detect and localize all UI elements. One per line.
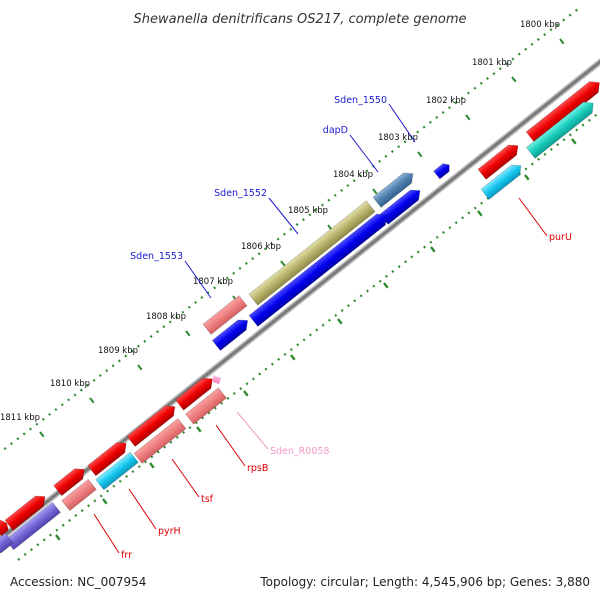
gene-frr bbox=[61, 478, 97, 512]
label-leader-line bbox=[236, 411, 269, 450]
gene-upper-red bbox=[477, 144, 519, 180]
gene-Sden-1552 bbox=[248, 200, 376, 306]
gene-purple bbox=[5, 501, 61, 551]
gene-purU-block bbox=[525, 81, 600, 144]
gene-label[interactable]: rpsB bbox=[247, 463, 268, 474]
outer-tick-mark bbox=[511, 76, 517, 83]
label-leader-line bbox=[184, 260, 212, 299]
label-leader-line bbox=[268, 197, 299, 235]
label-leader-line bbox=[349, 134, 379, 173]
gene-label[interactable]: Sden_1553 bbox=[130, 251, 183, 262]
gene-label[interactable]: frr bbox=[121, 550, 132, 561]
gene-label[interactable]: tsf bbox=[201, 494, 214, 505]
outer-tick-mark bbox=[372, 188, 378, 195]
kbp-tick-label: 1809 kbp bbox=[98, 346, 138, 356]
outer-tick-mark bbox=[89, 397, 95, 404]
gene-pyrH bbox=[95, 451, 139, 491]
gene-label[interactable]: pyrH bbox=[158, 526, 181, 537]
kbp-tick-label: 1800 kbp bbox=[520, 20, 560, 30]
inner-tick-mark bbox=[571, 138, 577, 145]
inner-tick-mark bbox=[383, 282, 389, 289]
inner-tick-mark bbox=[430, 246, 436, 253]
inner-tick-mark bbox=[196, 426, 202, 433]
gene-small-blue bbox=[433, 163, 450, 180]
label-leader-line bbox=[215, 424, 246, 467]
label-leader-line bbox=[171, 458, 200, 498]
outer-tick-mark bbox=[465, 114, 471, 121]
genome-backbone bbox=[0, 58, 600, 543]
outer-tick-mark bbox=[417, 151, 423, 158]
outer-tick-mark bbox=[280, 260, 286, 267]
gene-Sden-R0058-marker bbox=[213, 375, 221, 384]
label-leader-line bbox=[518, 197, 548, 237]
inner-tick-mark bbox=[55, 534, 61, 541]
outer-tick-mark bbox=[39, 431, 45, 438]
label-leader-line bbox=[128, 488, 157, 530]
outer-ruler-ring bbox=[0, 5, 583, 454]
gene-teal bbox=[525, 101, 594, 159]
gene-labels: Sden_1550 dapD Sden_1552 Sden_1553 purU Sden_… bbox=[93, 95, 572, 561]
genome-summary-text: Topology: circular; Length: 4,545,906 bp… bbox=[259, 575, 590, 589]
kbp-tick-label: 1811 kbp bbox=[0, 413, 40, 423]
accession-text: Accession: NC_007954 bbox=[10, 575, 146, 589]
gene-label[interactable]: Sden_1550 bbox=[334, 95, 387, 106]
gene-rpsB-upper bbox=[175, 377, 213, 411]
gene-label[interactable]: Sden_R0058 bbox=[270, 446, 329, 457]
gene-edge-purple bbox=[0, 532, 14, 554]
kbp-tick-label: 1802 kbp bbox=[426, 96, 466, 106]
inner-tick-mark bbox=[149, 462, 155, 469]
kbp-ticks: 1800 kbp 1801 kbp 1802 kbp 1803 kbp 1804 kbp… bbox=[0, 20, 577, 541]
gene-Sden-1553 bbox=[202, 295, 248, 335]
gene-upper-red-2 bbox=[53, 468, 85, 497]
gene-tsf bbox=[133, 418, 187, 464]
outer-tick-mark bbox=[559, 38, 565, 45]
gene-pyrH-upper bbox=[87, 442, 127, 477]
kbp-tick-label: 1804 kbp bbox=[333, 170, 373, 180]
inner-tick-mark bbox=[290, 354, 296, 361]
inner-tick-mark bbox=[524, 174, 530, 181]
gene-label[interactable]: purU bbox=[549, 232, 572, 243]
kbp-tick-label: 1810 kbp bbox=[50, 379, 90, 389]
ruler-rings bbox=[0, 5, 600, 561]
outer-tick-mark bbox=[137, 364, 143, 371]
inner-tick-mark bbox=[243, 390, 249, 397]
gene-tsf-upper bbox=[126, 405, 176, 447]
gene-blue-short bbox=[211, 319, 249, 351]
outer-tick-mark bbox=[185, 330, 191, 337]
kbp-tick-label: 1801 kbp bbox=[472, 58, 512, 68]
kbp-tick-label: 1808 kbp bbox=[146, 312, 186, 322]
gene-Sden-1550 bbox=[379, 189, 421, 225]
kbp-tick-label: 1806 kbp bbox=[241, 242, 281, 252]
label-leader-line bbox=[93, 513, 120, 554]
gene-dapD bbox=[372, 172, 414, 208]
gene-frr-upper bbox=[4, 495, 46, 531]
inner-tick-mark bbox=[477, 210, 483, 217]
gene-features bbox=[0, 81, 600, 554]
gene-purU bbox=[480, 164, 522, 200]
inner-tick-mark bbox=[102, 498, 108, 505]
inner-tick-mark bbox=[337, 318, 343, 325]
kbp-tick-label: 1807 kbp bbox=[193, 277, 233, 287]
label-leader-line bbox=[388, 103, 416, 143]
gene-blue-long bbox=[248, 213, 387, 327]
gene-label[interactable]: Sden_1552 bbox=[214, 188, 267, 199]
kbp-tick-label: 1803 kbp bbox=[378, 133, 418, 143]
kbp-tick-label: 1805 kbp bbox=[288, 206, 328, 216]
gene-rpsB bbox=[185, 387, 227, 425]
map-title: Shewanella denitrificans OS217, complete… bbox=[134, 12, 467, 27]
gene-label[interactable]: dapD bbox=[323, 125, 348, 136]
gene-edge-red bbox=[0, 519, 9, 537]
